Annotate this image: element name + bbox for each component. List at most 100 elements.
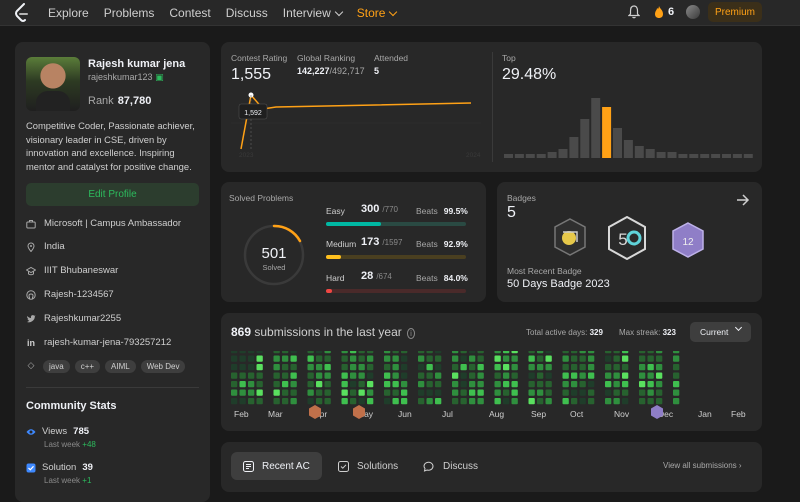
heatmap-cell[interactable] xyxy=(384,355,391,362)
heatmap-cell[interactable] xyxy=(579,398,586,405)
heatmap-cell[interactable] xyxy=(605,372,612,379)
heatmap-cell[interactable] xyxy=(316,351,323,354)
heatmap-cell[interactable] xyxy=(571,372,578,379)
bell-icon[interactable] xyxy=(628,5,640,19)
heatmap-cell[interactable] xyxy=(452,351,459,354)
heatmap-cell[interactable] xyxy=(248,355,255,362)
heatmap-cell[interactable] xyxy=(282,398,289,405)
heatmap-cell[interactable] xyxy=(426,364,433,371)
heatmap-cell[interactable] xyxy=(307,355,314,362)
heatmap-cell[interactable] xyxy=(545,364,552,371)
heatmap-cell[interactable] xyxy=(273,398,280,405)
heatmap-cell[interactable] xyxy=(494,389,501,396)
heatmap-cell[interactable] xyxy=(613,372,620,379)
heatmap-cell[interactable] xyxy=(545,381,552,388)
tab-solutions[interactable]: Solutions xyxy=(326,452,410,480)
heatmap-cell[interactable] xyxy=(647,372,654,379)
heatmap-cell[interactable] xyxy=(613,364,620,371)
solved-progress-ring[interactable]: 501 Solved xyxy=(241,222,307,288)
edit-profile-button[interactable]: Edit Profile xyxy=(26,183,199,206)
heatmap-cell[interactable] xyxy=(341,398,348,405)
heatmap-cell[interactable] xyxy=(392,398,399,405)
heatmap-cell[interactable] xyxy=(418,364,425,371)
heatmap-cell[interactable] xyxy=(528,351,535,354)
heatmap-cell[interactable] xyxy=(639,381,646,388)
heatmap-cell[interactable] xyxy=(401,398,408,405)
heatmap-cell[interactable] xyxy=(341,351,348,354)
heatmap-cell[interactable] xyxy=(588,355,595,362)
heatmap-cell[interactable] xyxy=(273,381,280,388)
heatmap-cell[interactable] xyxy=(639,372,646,379)
heatmap-cell[interactable] xyxy=(537,381,544,388)
premium-button[interactable]: Premium xyxy=(708,2,762,22)
heatmap-cell[interactable] xyxy=(579,372,586,379)
heatmap-grid[interactable]: FebMarAprMayJunJulAugSepOctNovDecJanFeb xyxy=(231,351,756,429)
heatmap-cell[interactable] xyxy=(273,364,280,371)
heatmap-cell[interactable] xyxy=(231,389,238,396)
heatmap-cell[interactable] xyxy=(384,351,391,354)
heatmap-cell[interactable] xyxy=(384,372,391,379)
heatmap-cell[interactable] xyxy=(307,389,314,396)
heatmap-cell[interactable] xyxy=(426,355,433,362)
heatmap-cell[interactable] xyxy=(622,372,629,379)
heatmap-cell[interactable] xyxy=(647,355,654,362)
heatmap-cell[interactable] xyxy=(350,398,357,405)
heatmap-cell[interactable] xyxy=(647,381,654,388)
nav-discuss[interactable]: Discuss xyxy=(225,6,268,20)
heatmap-cell[interactable] xyxy=(613,355,620,362)
heatmap-cell[interactable] xyxy=(282,364,289,371)
heatmap-cell[interactable] xyxy=(350,351,357,354)
heatmap-cell[interactable] xyxy=(239,389,246,396)
heatmap-cell[interactable] xyxy=(392,351,399,354)
heatmap-cell[interactable] xyxy=(316,364,323,371)
heatmap-cell[interactable] xyxy=(469,372,476,379)
heatmap-cell[interactable] xyxy=(562,372,569,379)
heatmap-cell[interactable] xyxy=(511,372,518,379)
skill-tag[interactable]: Web Dev xyxy=(140,360,186,373)
badge-12-icon[interactable]: 12 xyxy=(671,222,705,258)
heatmap-cell[interactable] xyxy=(239,372,246,379)
heatmap-cell[interactable] xyxy=(290,355,297,362)
heatmap-cell[interactable] xyxy=(256,351,263,354)
heatmap-cell[interactable] xyxy=(452,381,459,388)
heatmap-cell[interactable] xyxy=(392,355,399,362)
heatmap-cell[interactable] xyxy=(673,389,680,396)
nav-contest[interactable]: Contest xyxy=(169,6,211,20)
heatmap-cell[interactable] xyxy=(256,372,263,379)
heatmap-cell[interactable] xyxy=(256,398,263,405)
heatmap-cell[interactable] xyxy=(248,351,255,354)
heatmap-cell[interactable] xyxy=(469,351,476,354)
leetcode-logo-icon[interactable] xyxy=(14,3,30,23)
heatmap-cell[interactable] xyxy=(358,364,365,371)
heatmap-cell[interactable] xyxy=(528,389,535,396)
heatmap-cell[interactable] xyxy=(401,364,408,371)
heatmap-cell[interactable] xyxy=(469,389,476,396)
heatmap-cell[interactable] xyxy=(231,381,238,388)
info-icon[interactable]: i xyxy=(407,328,415,339)
fire-icon[interactable] xyxy=(654,5,664,19)
heatmap-cell[interactable] xyxy=(656,351,663,354)
heatmap-cell[interactable] xyxy=(537,389,544,396)
heatmap-cell[interactable] xyxy=(256,381,263,388)
heatmap-cell[interactable] xyxy=(588,351,595,354)
heatmap-cell[interactable] xyxy=(528,364,535,371)
arrow-right-icon[interactable] xyxy=(736,194,750,206)
heatmap-cell[interactable] xyxy=(384,398,391,405)
heatmap-cell[interactable] xyxy=(358,381,365,388)
heatmap-cell[interactable] xyxy=(367,398,374,405)
heatmap-cell[interactable] xyxy=(511,355,518,362)
heatmap-cell[interactable] xyxy=(426,381,433,388)
heatmap-cell[interactable] xyxy=(588,364,595,371)
heatmap-cell[interactable] xyxy=(656,381,663,388)
heatmap-cell[interactable] xyxy=(231,398,238,405)
heatmap-cell[interactable] xyxy=(656,364,663,371)
heatmap-cell[interactable] xyxy=(639,364,646,371)
heatmap-cell[interactable] xyxy=(435,364,442,371)
heatmap-cell[interactable] xyxy=(324,364,331,371)
heatmap-cell[interactable] xyxy=(622,364,629,371)
heatmap-cell[interactable] xyxy=(622,355,629,362)
heatmap-cell[interactable] xyxy=(231,364,238,371)
heatmap-cell[interactable] xyxy=(418,355,425,362)
heatmap-cell[interactable] xyxy=(673,398,680,405)
heatmap-cell[interactable] xyxy=(248,381,255,388)
